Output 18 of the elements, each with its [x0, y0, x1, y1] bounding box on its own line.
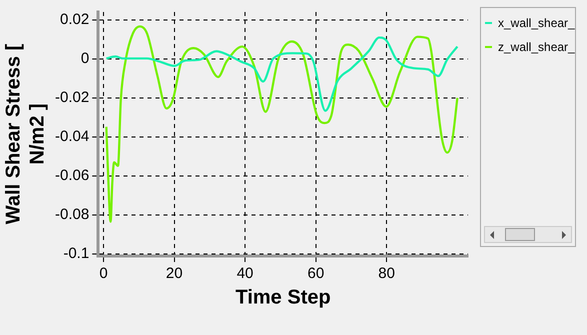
- line-series: [105, 25, 458, 223]
- line-series: [105, 36, 458, 112]
- x-tick-label: 60: [307, 265, 324, 282]
- x-tick-label: 80: [378, 265, 395, 282]
- legend-label: x_wall_shear_: [498, 16, 575, 30]
- y-axis-title: Wall Shear Stress [ N/m2 ]: [2, 43, 49, 224]
- y-tick-label: -0.1: [63, 245, 90, 262]
- y-tick-label: 0: [80, 50, 90, 67]
- y-tick-label: -0.08: [54, 206, 90, 224]
- legend-label: z_wall_shear_: [498, 40, 575, 54]
- x-tick-label: 0: [99, 265, 108, 282]
- x-tick-label: 20: [166, 265, 183, 282]
- x-tick-label: 40: [236, 265, 254, 282]
- y-tick-label: -0.06: [54, 167, 90, 184]
- x-axis-title: Time Step: [235, 286, 331, 309]
- y-tick-label: -0.04: [54, 128, 90, 146]
- y-tick-label: -0.02: [54, 89, 90, 106]
- y-tick-label: 0.02: [60, 10, 90, 28]
